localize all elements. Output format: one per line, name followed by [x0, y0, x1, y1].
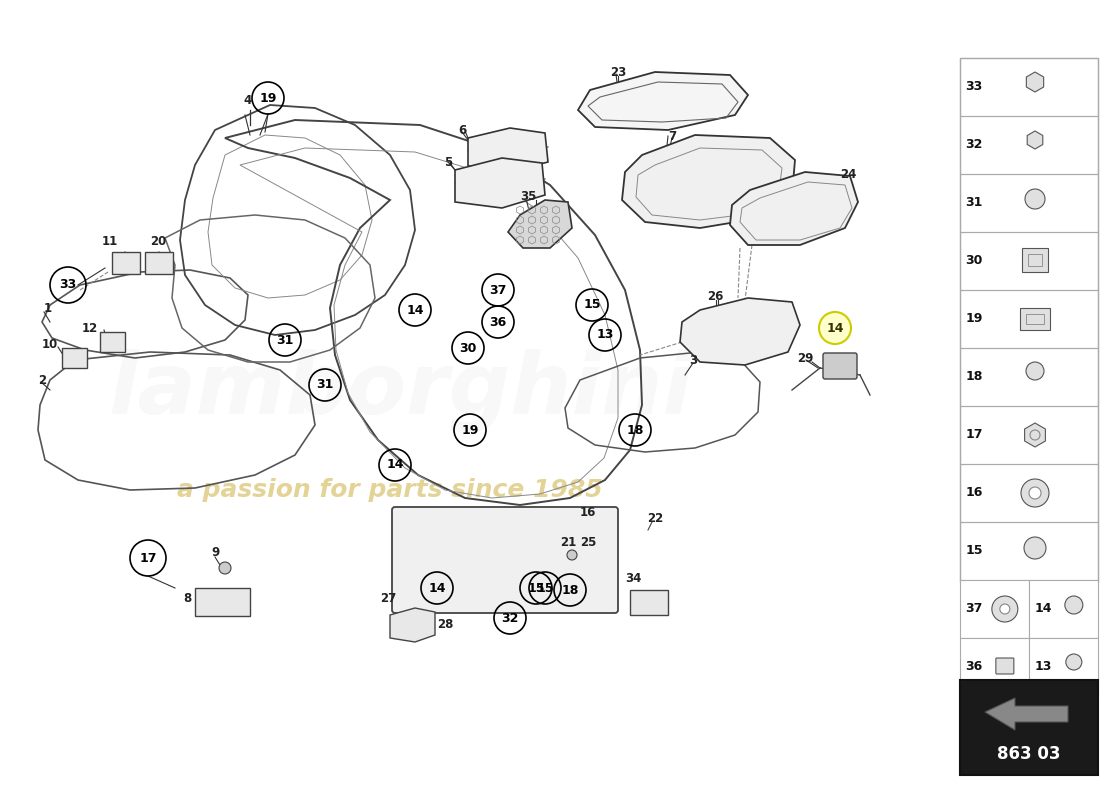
Text: 14: 14	[1034, 602, 1052, 615]
Text: 25: 25	[580, 535, 596, 549]
Text: 22: 22	[647, 511, 663, 525]
Polygon shape	[390, 608, 435, 642]
Text: 24: 24	[840, 169, 857, 182]
Text: 31: 31	[966, 197, 982, 210]
FancyBboxPatch shape	[62, 348, 87, 368]
FancyBboxPatch shape	[1028, 638, 1098, 696]
FancyBboxPatch shape	[630, 590, 668, 615]
Circle shape	[992, 596, 1018, 622]
Circle shape	[820, 312, 851, 344]
Text: 4: 4	[244, 94, 252, 107]
Text: 16: 16	[580, 506, 596, 518]
Text: 26: 26	[707, 290, 723, 303]
Text: 15: 15	[583, 298, 601, 311]
FancyBboxPatch shape	[1022, 248, 1048, 272]
Text: 1: 1	[44, 302, 52, 314]
Text: 19: 19	[260, 91, 277, 105]
FancyBboxPatch shape	[960, 680, 1098, 775]
Polygon shape	[455, 158, 544, 208]
Text: 14: 14	[406, 303, 424, 317]
Text: 18: 18	[626, 423, 644, 437]
Text: 20: 20	[150, 235, 166, 248]
Text: 34: 34	[625, 572, 641, 585]
FancyBboxPatch shape	[112, 252, 140, 274]
Text: 13: 13	[596, 329, 614, 342]
Text: 17: 17	[140, 551, 156, 565]
Text: 14: 14	[386, 458, 404, 471]
Text: 16: 16	[966, 486, 982, 499]
Text: a passion for parts since 1985: a passion for parts since 1985	[177, 478, 603, 502]
Text: 13: 13	[1034, 661, 1052, 674]
Text: 11: 11	[102, 235, 118, 248]
Text: 17: 17	[966, 429, 982, 442]
Text: 14: 14	[428, 582, 446, 594]
Polygon shape	[508, 200, 572, 248]
Text: 27: 27	[379, 592, 396, 605]
Text: 37: 37	[966, 602, 982, 615]
Polygon shape	[680, 298, 800, 365]
Text: lamborghini: lamborghini	[108, 348, 692, 432]
Text: 10: 10	[42, 338, 58, 351]
Polygon shape	[578, 72, 748, 130]
Text: 18: 18	[966, 370, 982, 383]
Text: 19: 19	[461, 423, 478, 437]
Text: 32: 32	[966, 138, 982, 151]
Text: 23: 23	[609, 66, 626, 79]
FancyBboxPatch shape	[195, 588, 250, 616]
Circle shape	[1000, 604, 1010, 614]
FancyBboxPatch shape	[1028, 580, 1098, 638]
Circle shape	[1065, 596, 1082, 614]
Text: 30: 30	[966, 254, 982, 267]
Text: 21: 21	[560, 535, 576, 549]
Text: 6: 6	[458, 123, 466, 137]
Text: 15: 15	[537, 582, 553, 594]
Text: 863 03: 863 03	[998, 745, 1060, 763]
Circle shape	[566, 550, 578, 560]
Text: 31: 31	[276, 334, 294, 346]
Polygon shape	[984, 698, 1068, 730]
Text: 36: 36	[490, 315, 507, 329]
Circle shape	[219, 562, 231, 574]
Polygon shape	[621, 135, 795, 228]
Text: 14: 14	[826, 322, 844, 334]
Polygon shape	[468, 128, 548, 172]
Polygon shape	[730, 172, 858, 245]
FancyBboxPatch shape	[145, 252, 173, 274]
Text: 7: 7	[668, 130, 676, 142]
Text: 28: 28	[437, 618, 453, 631]
Text: 33: 33	[966, 81, 982, 94]
Text: 9: 9	[211, 546, 219, 559]
FancyBboxPatch shape	[392, 507, 618, 613]
FancyBboxPatch shape	[996, 658, 1014, 674]
Text: 12: 12	[81, 322, 98, 334]
Text: 33: 33	[59, 278, 77, 291]
FancyBboxPatch shape	[960, 580, 1028, 638]
FancyBboxPatch shape	[823, 353, 857, 379]
Text: 5: 5	[444, 155, 452, 169]
Circle shape	[1026, 362, 1044, 380]
Text: 30: 30	[460, 342, 476, 354]
Text: 3: 3	[689, 354, 697, 366]
Circle shape	[1066, 654, 1081, 670]
Text: 15: 15	[527, 582, 544, 594]
FancyBboxPatch shape	[960, 58, 1098, 582]
Text: 2: 2	[37, 374, 46, 386]
Text: 19: 19	[966, 313, 982, 326]
Text: 18: 18	[561, 583, 579, 597]
Text: 8: 8	[184, 591, 192, 605]
Text: 36: 36	[966, 661, 982, 674]
Text: 32: 32	[502, 611, 519, 625]
Text: 29: 29	[796, 351, 813, 365]
Circle shape	[1025, 189, 1045, 209]
Circle shape	[1024, 537, 1046, 559]
Text: 35: 35	[520, 190, 536, 202]
Circle shape	[1021, 479, 1049, 507]
FancyBboxPatch shape	[100, 332, 125, 352]
Text: 15: 15	[966, 545, 982, 558]
Circle shape	[1028, 487, 1041, 499]
Text: 31: 31	[317, 378, 333, 391]
FancyBboxPatch shape	[960, 638, 1028, 696]
Text: 37: 37	[490, 283, 507, 297]
FancyBboxPatch shape	[1020, 308, 1050, 330]
